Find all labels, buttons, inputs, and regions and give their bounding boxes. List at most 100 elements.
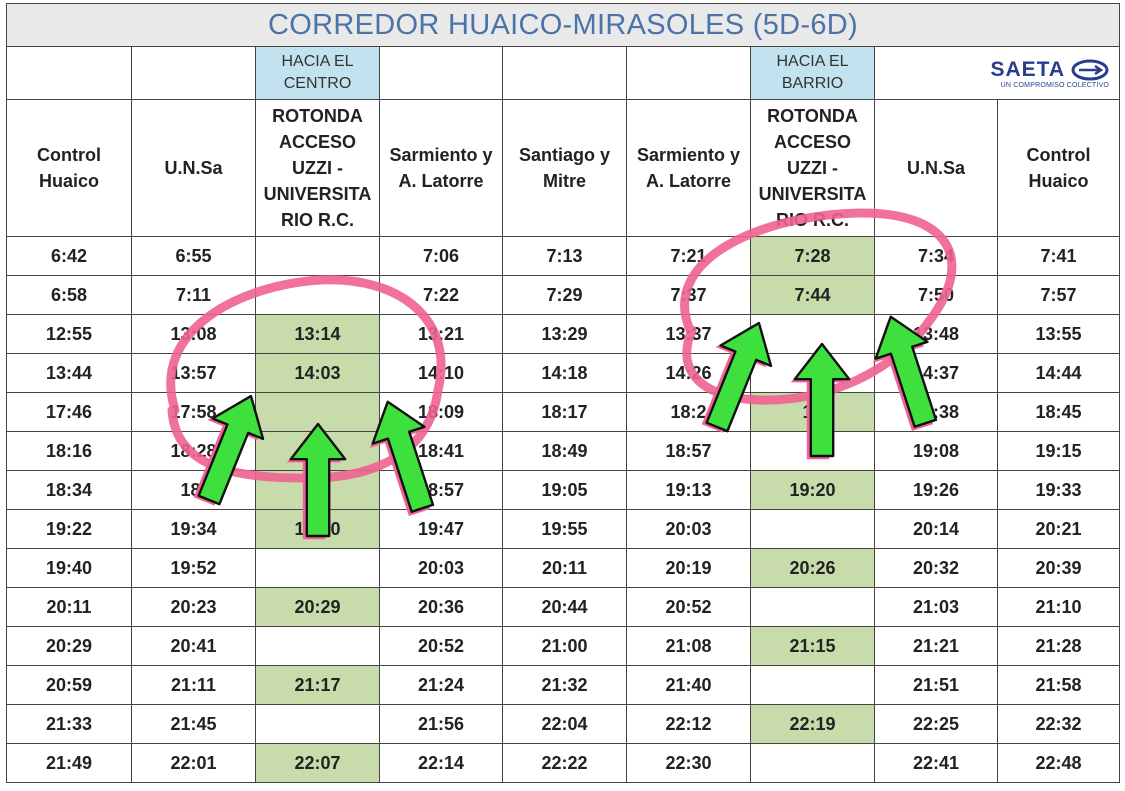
time-cell: 20:36 [379,587,503,627]
time-cell: 7:11 [131,275,256,315]
time-cell: 6:58 [6,275,132,315]
time-cell: 18:57 [379,470,503,510]
time-cell: 21:08 [626,626,751,666]
empty-cell [6,46,132,100]
time-cell: 21:21 [874,626,998,666]
table-row: 6:58 7:11 7:22 7:29 7:37 7:44 7:50 7:57 [6,275,1121,315]
time-cell: 19:40 [255,509,380,549]
table-row: 21:33 21:45 21:56 22:04 22:12 22:19 22:25 22:32 [6,704,1121,744]
time-cell: 19:13 [626,470,751,510]
time-cell: 18:17 [502,392,627,432]
column-header: ROTONDA ACCESO UZZI - UNIVERSITA RIO R.C… [255,99,380,237]
time-cell: 17:46 [6,392,132,432]
time-cell: 22:25 [874,704,998,744]
column-header: U.N.Sa [874,99,998,237]
logo-cell: SAETA UN COMPROMISO COLECTIVO [873,46,1121,100]
time-cell: 21:40 [626,665,751,705]
time-cell: 7:57 [996,275,1121,315]
time-cell: 22:30 [626,743,751,783]
time-cell: 18:49 [502,431,627,471]
time-cell: 19:47 [379,509,503,549]
time-cell: 7:13 [502,236,627,276]
time-cell: 7:34 [874,236,998,276]
table-row: 6:42 6:55 7:06 7:13 7:21 7:28 7:34 7:41 [6,236,1121,276]
time-cell [255,470,380,510]
time-cell: 22:12 [626,704,751,744]
time-cell: 22:04 [502,704,627,744]
logo-tagline: UN COMPROMISO COLECTIVO [1000,81,1110,89]
time-cell: 6:55 [131,236,256,276]
time-cell: 20:03 [626,509,751,549]
empty-cell [626,46,751,100]
time-cell: 18:45 [996,392,1121,432]
time-cell: 7:22 [379,275,503,315]
time-cell: 6:42 [6,236,132,276]
time-cell: 7:44 [750,275,875,315]
table-row: 12:55 13:08 13:14 13:21 13:29 13:37 13:48 13:55 [6,314,1121,354]
time-cell [255,275,380,315]
time-cell: 7:28 [750,236,875,276]
time-cell: 21:03 [874,587,998,627]
time-cell: 18:28 [131,431,256,471]
table-row: 18:16 18:28 18:41 18:49 18:57 19:08 19:15 [6,431,1121,471]
column-header: U.N.Sa [131,99,256,237]
time-cell: 21:32 [502,665,627,705]
page-title: CORREDOR HUAICO-MIRASOLES (5D-6D) [5,3,1121,47]
time-cell: 14:37 [874,353,998,393]
time-cell: 18:38 [874,392,998,432]
time-cell: 20:44 [502,587,627,627]
time-cell: 21:49 [6,743,132,783]
time-cell: 20:23 [131,587,256,627]
time-cell: 20:29 [255,587,380,627]
time-cell [255,548,380,588]
time-cell: 17:58 [131,392,256,432]
time-cell: 20:19 [626,548,751,588]
time-cell: 22:22 [502,743,627,783]
time-cell: 22:01 [131,743,256,783]
time-cell: 22:07 [255,743,380,783]
time-cell: 19:34 [131,509,256,549]
time-cell: 18:2 [626,392,751,432]
empty-cell [379,46,503,100]
time-cell: 21:24 [379,665,503,705]
column-header: Sarmiento y A. Latorre [626,99,751,237]
column-header: ROTONDA ACCESO UZZI - UNIVERSITA RIO R.C… [750,99,875,237]
time-cell: 18:34 [6,470,132,510]
table-row: 19:40 19:52 20:03 20:11 20:19 20:26 20:32 20:39 [6,548,1121,588]
time-cell: 21:58 [996,665,1121,705]
time-cell: 20:11 [6,587,132,627]
time-cell: 19:40 [6,548,132,588]
time-cell: 7:21 [626,236,751,276]
direction-barrio-label: HACIA EL BARRIO [750,46,875,100]
time-cell [255,236,380,276]
column-header: Control Huaico [6,99,132,237]
empty-cell [131,46,256,100]
time-cell: 13:55 [996,314,1121,354]
time-cell: 21:28 [996,626,1121,666]
table-row: 13:44 13:57 14:03 14:10 14:18 14:26 14:37 14:44 [6,353,1121,393]
time-cell: 18 [750,392,875,432]
time-cell: 13:14 [255,314,380,354]
time-cell [255,704,380,744]
time-cell: 14:26 [626,353,751,393]
time-cell: 13:48 [874,314,998,354]
time-cell [750,743,875,783]
time-cell: 21:11 [131,665,256,705]
time-cell: 13:44 [6,353,132,393]
time-cell: 18:57 [626,431,751,471]
time-cell: 20:32 [874,548,998,588]
time-cell: 19:55 [502,509,627,549]
time-cell: 20:52 [379,626,503,666]
time-cell: 20:39 [996,548,1121,588]
time-cell: 21:00 [502,626,627,666]
time-cell: 12:55 [6,314,132,354]
time-cell: 13:37 [626,314,751,354]
time-cell: 21:51 [874,665,998,705]
time-cell [255,392,380,432]
time-cell: 19:15 [996,431,1121,471]
time-cell [750,314,875,354]
time-cell: 21:56 [379,704,503,744]
table-row: 21:49 22:01 22:07 22:14 22:22 22:30 22:41 22:48 [6,743,1121,783]
time-cell: 19:33 [996,470,1121,510]
empty-cell [502,46,627,100]
